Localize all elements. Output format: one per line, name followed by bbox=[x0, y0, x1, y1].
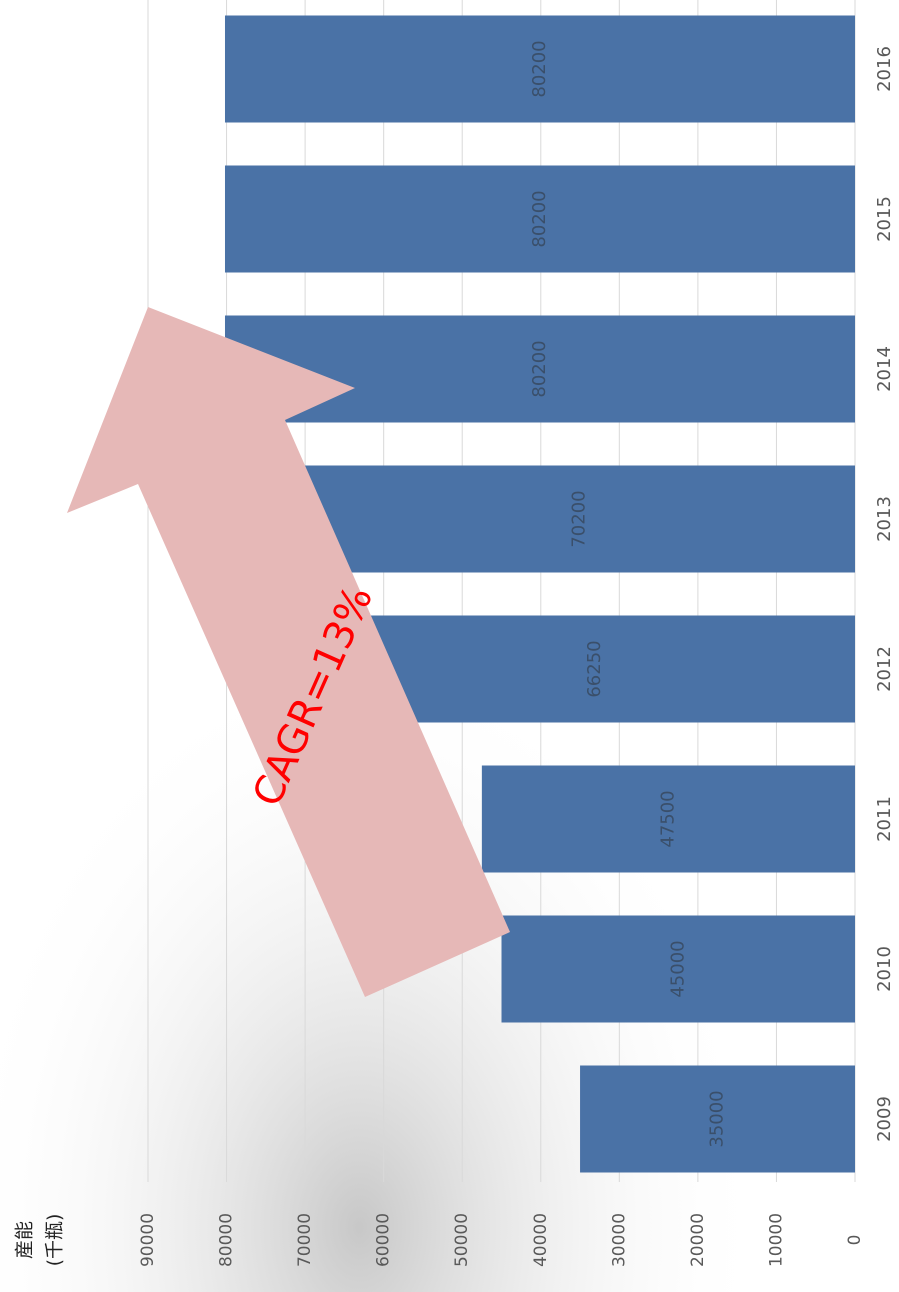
y-tick-label: 60000 bbox=[374, 1213, 394, 1267]
x-tick-label: 2011 bbox=[874, 796, 895, 842]
chart: 35000 45000 47500 66250 70200 80200 80200 80200… bbox=[0, 0, 899, 1292]
x-tick-label: 2015 bbox=[874, 196, 895, 242]
value-label: 47500 bbox=[657, 790, 678, 847]
y-axis-title: (千瓶) bbox=[44, 1214, 66, 1267]
y-tick-label: 10000 bbox=[766, 1213, 786, 1267]
value-label: 70200 bbox=[568, 490, 589, 547]
value-label: 66250 bbox=[584, 640, 605, 697]
x-tick-label: 2012 bbox=[874, 646, 895, 692]
x-tick-label: 2013 bbox=[874, 496, 895, 542]
y-axis-title: 産能 bbox=[14, 1221, 36, 1259]
y-tick-label: 90000 bbox=[138, 1213, 158, 1267]
x-tick-label: 2014 bbox=[874, 346, 895, 392]
value-label: 80200 bbox=[529, 190, 550, 247]
value-label: 45000 bbox=[667, 940, 688, 997]
value-label: 80200 bbox=[529, 340, 550, 397]
y-tick-label: 70000 bbox=[295, 1213, 315, 1267]
y-tick-label: 20000 bbox=[688, 1213, 708, 1267]
y-tick-label: 30000 bbox=[609, 1213, 629, 1267]
y-tick-label: 40000 bbox=[531, 1213, 551, 1267]
y-tick-label: 0 bbox=[845, 1235, 865, 1246]
x-tick-label: 2016 bbox=[874, 46, 895, 92]
y-tick-label: 80000 bbox=[217, 1213, 237, 1267]
value-label: 80200 bbox=[529, 40, 550, 97]
x-tick-label: 2010 bbox=[874, 946, 895, 992]
y-tick-label: 50000 bbox=[452, 1213, 472, 1267]
value-label: 35000 bbox=[707, 1090, 728, 1147]
x-tick-label: 2009 bbox=[874, 1096, 895, 1142]
